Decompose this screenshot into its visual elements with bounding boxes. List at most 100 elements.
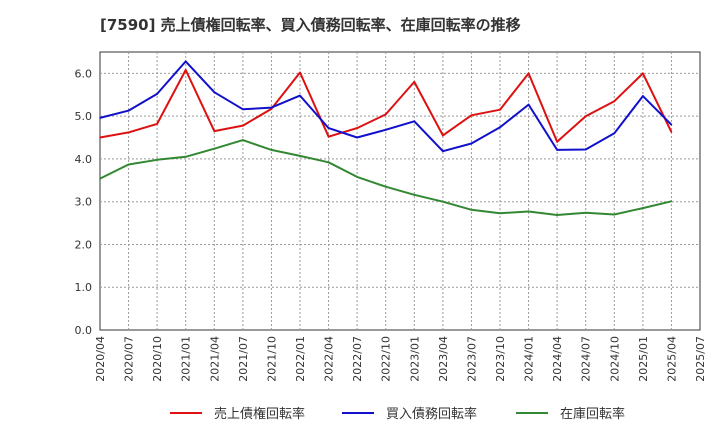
grid [100,52,700,330]
x-tick-label: 2024/10 [608,336,621,382]
data-point [127,131,130,134]
data-point [584,115,587,117]
x-tick-label: 2022/07 [351,336,364,382]
y-tick-label: 0.0 [75,324,93,337]
chart-title: [7590] 売上債権回転率、買入債務回転率、在庫回転率の推移 [100,16,521,34]
x-tick-label: 2021/07 [237,336,250,382]
x-tick-label: 2020/10 [151,336,164,382]
x-tick-label: 2023/04 [437,336,450,382]
data-point [242,108,244,111]
data-point [556,141,558,143]
data-point [184,155,187,158]
data-point [442,200,444,203]
data-point [670,200,673,203]
legend-item-2[interactable]: 買入債務回転率 [342,406,477,422]
data-point [242,139,244,141]
x-tick-label: 2023/07 [465,336,478,382]
data-point [613,132,616,135]
data-point [184,60,187,63]
y-tick-label: 1.0 [75,281,93,294]
data-point [156,158,158,161]
data-point [184,69,187,71]
data-point [413,194,416,196]
legend-item-3[interactable]: 在庫回転率 [516,406,625,422]
data-point [299,94,301,97]
legend[interactable]: 売上債権回転率 買入債務回転率 在庫回転率 [170,406,625,422]
data-point [499,126,501,129]
data-point [356,136,358,139]
data-point [584,148,587,151]
data-point [327,135,330,138]
data-point [384,113,387,116]
data-point [642,207,644,209]
x-tick-label: 2025/01 [637,336,650,382]
legend-label: 在庫回転率 [560,406,625,422]
data-point [670,123,673,126]
data-point [270,149,273,151]
y-tick-label: 5.0 [75,110,93,123]
data-point [470,209,473,211]
data-point [499,108,501,111]
data-point [270,106,273,109]
data-point [384,129,387,131]
x-tick-label: 2021/10 [265,336,278,382]
y-tick-label: 2.0 [75,238,93,251]
x-tick-label: 2022/04 [323,336,336,382]
data-point [356,176,358,178]
data-point [356,127,358,129]
data-point [242,124,244,127]
data-point [99,117,101,119]
data-point [670,131,673,133]
y-tick-label: 6.0 [75,67,93,80]
x-axis: 2020/04 2020/07 2020/10 2021/01 2021/04 2021/… [94,336,707,382]
data-point [442,150,444,153]
data-point [299,71,301,74]
data-point [527,72,530,75]
legend-label: 買入債務回転率 [386,406,477,422]
x-tick-label: 2022/01 [294,336,307,382]
data-point [384,185,387,188]
data-point [213,130,216,132]
data-point [99,177,101,180]
data-point [127,109,130,112]
x-tick-label: 2024/07 [580,336,593,382]
x-tick-label: 2021/01 [180,336,193,382]
data-point [642,72,644,75]
data-point [156,123,158,125]
x-tick-label: 2022/10 [380,336,393,382]
x-tick-label: 2021/04 [208,336,221,382]
data-point [299,155,301,157]
data-point [556,214,558,216]
data-point [556,149,558,151]
data-point [470,114,473,117]
legend-item-1[interactable]: 売上債権回転率 [170,406,305,422]
data-point [442,134,444,137]
data-point [613,100,616,102]
data-point [413,81,416,83]
data-point [213,91,216,94]
data-point [127,163,130,166]
data-point [413,120,416,123]
series-group [99,60,673,216]
data-point [642,95,644,97]
data-point [156,93,158,95]
data-point [499,212,501,215]
x-tick-label: 2024/01 [523,336,536,382]
x-tick-label: 2023/01 [408,336,421,382]
x-tick-label: 2025/04 [665,336,678,382]
x-tick-label: 2024/04 [551,336,564,382]
data-point [327,161,330,164]
x-tick-label: 2020/04 [94,336,107,382]
x-tick-label: 2025/07 [694,336,707,382]
data-point [99,136,101,139]
data-point [584,212,587,214]
y-tick-label: 4.0 [75,153,93,166]
data-point [527,210,530,213]
data-point [470,142,473,145]
x-tick-label: 2023/10 [494,336,507,382]
x-tick-label: 2020/07 [123,336,136,382]
data-point [613,213,616,216]
y-axis: 0.0 1.0 2.0 3.0 4.0 5.0 6.0 [75,67,93,337]
data-point [527,103,530,106]
